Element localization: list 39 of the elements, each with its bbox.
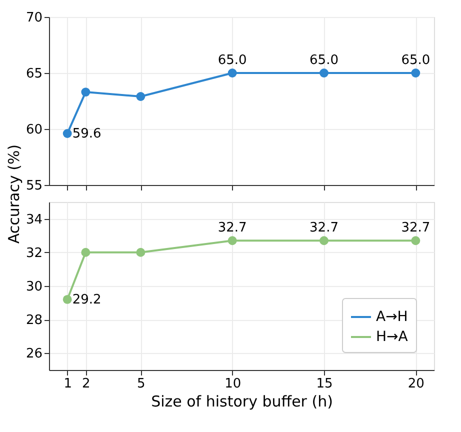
data-label: 59.6 — [72, 126, 102, 142]
data-label: 32.7 — [310, 220, 338, 236]
data-label: 29.2 — [72, 292, 102, 308]
x-axis-title: Size of history buffer (h) — [151, 392, 333, 410]
point — [228, 236, 237, 246]
point — [62, 129, 72, 138]
data-label: 32.7 — [218, 220, 247, 236]
point — [62, 294, 72, 304]
point — [81, 248, 90, 257]
data-label: 65.0 — [218, 53, 247, 68]
point — [136, 248, 146, 257]
y-tick-label: 70 — [26, 10, 42, 26]
point — [81, 88, 90, 97]
x-tick-label: 2 — [82, 376, 90, 392]
y-tick-label: 32 — [26, 246, 42, 261]
point — [411, 236, 420, 246]
x-tick-label: 15 — [316, 376, 333, 392]
data-label: 65.0 — [310, 53, 338, 68]
x-tick-label: 1 — [64, 376, 72, 392]
x-tick-label: 20 — [408, 376, 424, 392]
y-tick-label: 65 — [26, 66, 42, 82]
y-tick-label: 30 — [26, 280, 42, 294]
point — [320, 68, 328, 78]
point — [411, 68, 420, 78]
y-tick-label: 34 — [26, 212, 42, 228]
x-tick-label: 10 — [224, 376, 242, 392]
legend-label: A→H — [376, 309, 408, 325]
legend-label: H→A — [376, 329, 408, 345]
data-label: 65.0 — [401, 53, 430, 68]
point — [136, 92, 146, 101]
point — [320, 236, 328, 246]
y-axis-title: Accuracy (%) — [4, 144, 23, 244]
data-label: 32.7 — [401, 220, 430, 236]
y-tick-label: 60 — [26, 122, 42, 138]
x-tick-label: 5 — [137, 376, 146, 392]
y-tick-label: 55 — [26, 178, 42, 194]
y-tick-label: 28 — [26, 313, 42, 328]
y-tick-label: 26 — [26, 346, 42, 362]
point — [228, 68, 237, 78]
